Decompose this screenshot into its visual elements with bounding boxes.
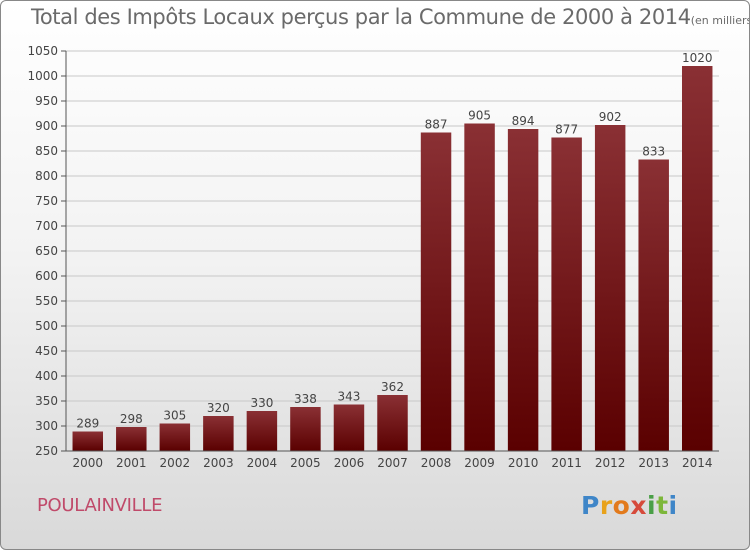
axes xyxy=(61,50,719,452)
x-tick-label: 2009 xyxy=(464,456,495,470)
y-axis-tick-labels: 250 300 350 400 450 500 550 600 650 700 750 800 850 9… xyxy=(27,44,58,458)
y-tick-label: 850 xyxy=(35,144,58,158)
bar-value-label: 905 xyxy=(468,109,491,123)
x-tick-label: 2013 xyxy=(638,456,669,470)
bar-value-label: 298 xyxy=(120,412,143,426)
bar-2008 xyxy=(420,132,452,451)
bar-value-label: 887 xyxy=(425,118,448,132)
y-tick-label: 1000 xyxy=(27,69,58,83)
bar-value-label: 320 xyxy=(207,401,230,415)
y-tick-label: 700 xyxy=(35,219,58,233)
bar-2003 xyxy=(203,416,234,451)
x-tick-label: 2007 xyxy=(377,456,408,470)
logo-letter: P xyxy=(581,491,600,520)
y-tick-label: 500 xyxy=(35,319,58,333)
y-tick-label: 1050 xyxy=(27,44,58,58)
logo-letter: t xyxy=(656,491,669,520)
bar-2009 xyxy=(464,123,495,451)
y-tick-label: 600 xyxy=(35,269,58,283)
y-tick-label: 950 xyxy=(35,94,58,108)
x-tick-label: 2001 xyxy=(116,456,147,470)
y-tick-label: 450 xyxy=(35,344,58,358)
logo-letter: i xyxy=(647,491,657,520)
bar-2000 xyxy=(72,431,104,451)
bar-value-label: 894 xyxy=(512,114,535,128)
y-tick-label: 300 xyxy=(35,419,58,433)
bar-value-label: 330 xyxy=(250,396,273,410)
y-tick-label: 250 xyxy=(35,444,58,458)
bar-2012 xyxy=(594,125,626,451)
bar-2006 xyxy=(333,404,365,451)
y-tick-label: 550 xyxy=(35,294,58,308)
bar-value-label: 338 xyxy=(294,392,317,406)
y-tick-label: 350 xyxy=(35,394,58,408)
logo-letter: r xyxy=(599,491,613,520)
bar-value-label: 877 xyxy=(555,123,578,137)
bars xyxy=(72,66,713,451)
bar-2011 xyxy=(551,137,582,451)
x-tick-label: 2000 xyxy=(72,456,103,470)
x-tick-label: 2002 xyxy=(160,456,191,470)
chart-title-unit: (en milliers d'€) xyxy=(690,14,750,27)
x-tick-label: 2006 xyxy=(334,456,365,470)
x-tick-label: 2012 xyxy=(595,456,626,470)
x-tick-label: 2014 xyxy=(682,456,713,470)
y-tick-label: 750 xyxy=(35,194,58,208)
chart-title-main: Total des Impôts Locaux perçus par la Co… xyxy=(31,5,691,29)
bar-2001 xyxy=(116,427,147,451)
bar-2004 xyxy=(246,411,278,451)
bar-value-label: 1020 xyxy=(682,51,713,65)
bar-value-labels: 289 298 305 320 330 338 343 362 887 905 894 877 902 8… xyxy=(76,51,712,431)
x-tick-label: 2010 xyxy=(508,456,539,470)
bar-value-label: 343 xyxy=(338,390,361,404)
logo-letter: o xyxy=(612,491,631,520)
bar-value-label: 362 xyxy=(381,380,404,394)
x-tick-label: 2008 xyxy=(421,456,452,470)
proxiti-logo: Proxiti xyxy=(581,491,678,520)
logo-letter: i xyxy=(668,491,678,520)
chart-title: Total des Impôts Locaux perçus par la Co… xyxy=(31,5,750,29)
y-tick-label: 400 xyxy=(35,369,58,383)
commune-name: POULAINVILLE xyxy=(37,495,163,516)
x-tick-label: 2011 xyxy=(551,456,582,470)
x-tick-label: 2004 xyxy=(247,456,278,470)
bar-2010 xyxy=(507,129,539,451)
bar-2014 xyxy=(681,66,713,451)
y-tick-label: 800 xyxy=(35,169,58,183)
bar-2005 xyxy=(290,407,321,451)
y-tick-label: 650 xyxy=(35,244,58,258)
bar-2007 xyxy=(377,395,408,451)
x-tick-label: 2003 xyxy=(203,456,234,470)
bar-2013 xyxy=(638,159,669,451)
x-tick-label: 2005 xyxy=(290,456,321,470)
logo-letter: x xyxy=(630,491,647,520)
x-axis-tick-labels: 2000 2001 2002 2003 2004 2005 2006 2007 2008 2009… xyxy=(72,456,712,470)
bar-value-label: 289 xyxy=(76,417,99,431)
bar-2002 xyxy=(159,423,191,451)
y-tick-label: 900 xyxy=(35,119,58,133)
bar-value-label: 305 xyxy=(163,409,186,423)
bar-value-label: 833 xyxy=(642,145,665,159)
bar-value-label: 902 xyxy=(599,110,622,124)
